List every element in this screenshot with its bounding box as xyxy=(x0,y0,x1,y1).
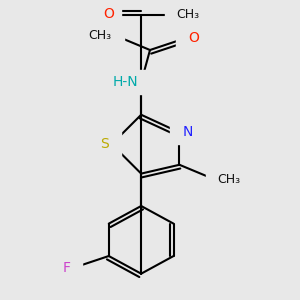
Text: CH₃: CH₃ xyxy=(218,173,241,186)
Text: H-N: H-N xyxy=(112,75,138,89)
Text: CH₃: CH₃ xyxy=(88,29,112,42)
Text: S: S xyxy=(100,137,109,151)
Text: O: O xyxy=(103,7,114,21)
Text: CH₃: CH₃ xyxy=(176,8,200,21)
Point xyxy=(215,177,220,182)
Point xyxy=(180,130,185,135)
Point xyxy=(106,142,111,147)
Point xyxy=(106,18,111,23)
Point xyxy=(186,36,191,40)
Text: O: O xyxy=(188,31,199,45)
Point xyxy=(68,266,73,270)
Text: N: N xyxy=(182,125,193,140)
Point xyxy=(174,12,179,17)
Point xyxy=(109,33,114,38)
Point xyxy=(136,80,141,85)
Text: F: F xyxy=(62,261,70,275)
